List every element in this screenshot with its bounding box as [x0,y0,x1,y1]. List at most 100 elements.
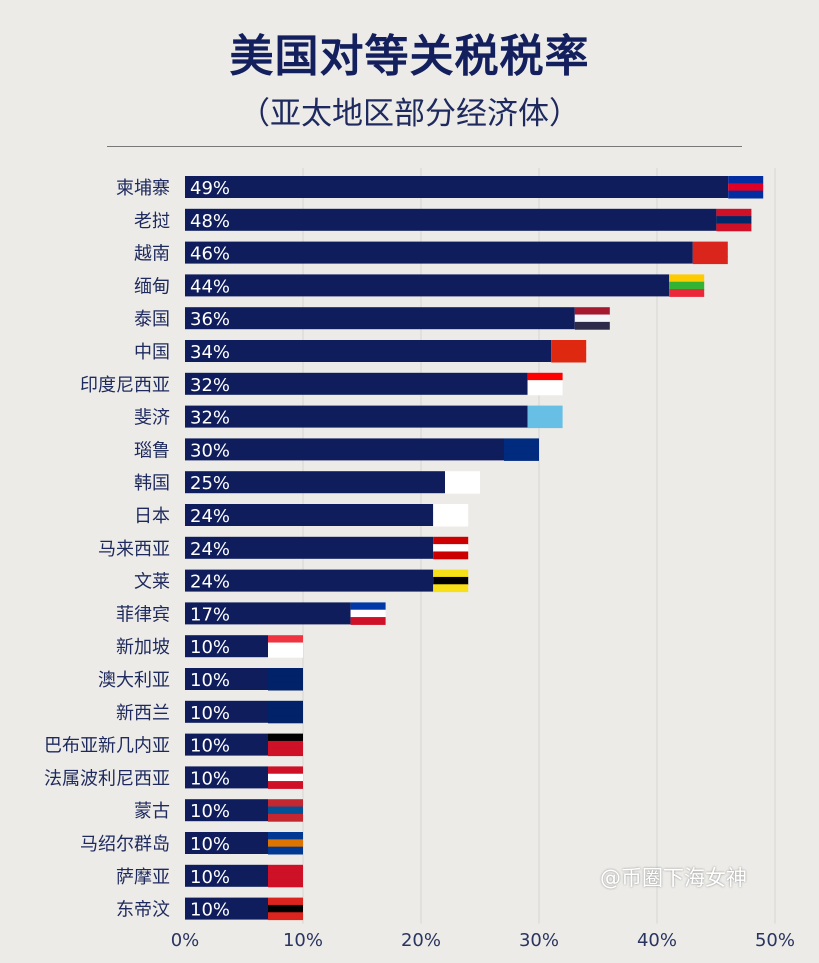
flag-stripe [527,387,563,396]
bar [185,405,528,428]
data-label: 25% [190,473,230,494]
flag-stripe [268,675,303,684]
flag-icon [692,241,728,265]
flag-stripe [551,340,587,348]
bar [185,897,268,920]
flag-icon [268,668,303,691]
category-label: 韩国 [134,473,170,494]
data-label: 24% [190,539,230,560]
data-label: 49% [190,178,230,199]
x-tick-label: 40% [637,930,677,951]
flag-stripe [716,216,752,224]
x-tick-label: 10% [283,930,323,951]
flag-stripe [268,715,303,724]
flag-stripe [692,248,728,257]
flag-icon [268,864,303,888]
flag-stripe [268,912,303,921]
flag-icon [268,635,303,658]
flag-stripe [268,748,303,757]
flag-icon [527,372,563,396]
flag-icon [433,569,469,593]
flag-stripe [669,281,705,290]
flag-stripe [504,438,539,447]
data-label: 10% [190,867,230,888]
flag-stripe [445,478,480,487]
flag-stripe [268,766,303,775]
title-divider [107,146,742,147]
flag-stripe [574,314,610,323]
category-label: 马来西亚 [98,539,170,560]
category-label: 巴布亚新几内亚 [44,736,170,757]
flag-stripe [433,536,469,545]
flag-stripe [669,289,705,297]
data-label: 48% [190,211,230,232]
flag-stripe [716,223,752,232]
data-label: 10% [190,768,230,789]
flag-stripe [504,453,539,461]
category-label: 缅甸 [134,276,170,297]
flag-stripe [551,354,587,363]
data-label: 44% [190,276,230,297]
flag-icon [268,733,303,757]
flag-stripe [268,733,303,742]
bar [185,208,717,231]
data-label: 24% [190,506,230,527]
flag-stripe [433,569,469,578]
x-tick-label: 0% [171,930,200,951]
category-label: 蒙古 [134,801,170,822]
data-label: 30% [190,440,230,461]
data-label: 32% [190,375,230,396]
flag-stripe [268,708,303,716]
flag-stripe [445,485,480,494]
flag-stripe [268,635,303,644]
flag-stripe [551,347,587,356]
flag-stripe [268,799,303,808]
flag-stripe [433,518,469,527]
flag-stripe [268,642,303,651]
flag-stripe [268,700,303,709]
flag-stripe [728,190,764,199]
flag-stripe [268,846,303,855]
chart-title: 美国对等关税税率 [229,31,590,82]
flag-stripe [574,321,610,330]
bar [185,241,693,264]
bar [185,733,268,756]
category-label: 新西兰 [116,703,170,724]
flag-stripe [527,412,563,421]
bar [185,569,434,592]
flag-stripe [433,551,469,560]
flag-icon [350,602,386,625]
flag-icon [551,340,587,363]
flag-stripe [445,471,480,480]
flag-stripe [433,584,469,593]
flag-stripe [268,649,303,658]
data-label: 46% [190,244,230,265]
data-label: 32% [190,408,230,429]
flag-icon [268,766,303,789]
flag-stripe [433,511,469,520]
category-label: 印度尼西亚 [80,375,170,396]
flag-stripe [268,897,303,906]
flag-stripe [728,176,764,184]
chart-subtitle: （亚太地区部分经济体） [239,96,580,132]
bar [185,176,729,198]
bar [185,372,528,395]
data-label: 10% [190,670,230,691]
data-label: 10% [190,637,230,658]
category-label: 萨摩亚 [116,867,170,888]
x-tick-label: 30% [519,930,559,951]
bar [185,635,268,658]
flag-icon [268,832,303,855]
data-label: 34% [190,342,230,363]
flag-stripe [268,781,303,789]
flag-icon [433,536,469,560]
flag-stripe [527,380,563,388]
data-label: 36% [190,309,230,330]
flag-stripe [268,806,303,815]
flag-stripe [527,372,563,381]
bar [185,766,268,789]
flag-icon [527,405,563,429]
bar [185,700,268,723]
flag-stripe [728,183,764,192]
